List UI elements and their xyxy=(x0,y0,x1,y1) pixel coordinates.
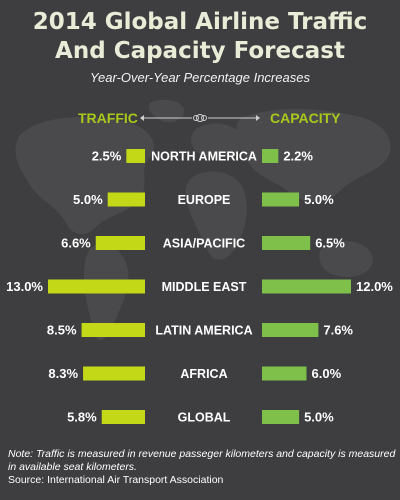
footnote-source: Source: International Air Transport Asso… xyxy=(8,474,224,486)
footnote: Note: Traffic is measured in revenue pas… xyxy=(8,448,396,487)
capacity-value-label-europe: 5.0% xyxy=(304,192,334,207)
region-label-asia-pacific: ASIA/PACIFIC xyxy=(163,237,245,251)
traffic-value-label-latin-america: 8.5% xyxy=(47,323,77,338)
capacity-column-header: CAPACITY xyxy=(270,110,341,126)
traffic-value-label-asia-pacific: 6.6% xyxy=(61,236,91,251)
traffic-column-header: TRAFFIC xyxy=(78,110,138,126)
capacity-bar-global xyxy=(262,410,300,424)
capacity-value-label-latin-america: 7.6% xyxy=(323,323,353,338)
region-label-africa: AFRICA xyxy=(180,367,227,381)
ornamental-divider xyxy=(140,114,260,122)
region-label-latin-america: LATIN AMERICA xyxy=(155,324,252,338)
traffic-bar-africa xyxy=(83,366,145,381)
traffic-bar-north-america xyxy=(126,149,145,163)
traffic-value-label-africa: 8.3% xyxy=(48,366,78,381)
chart-title-line-2: And Capacity Forecast xyxy=(55,38,345,64)
capacity-value-label-asia-pacific: 6.5% xyxy=(315,236,345,251)
world-map-background xyxy=(15,99,391,341)
traffic-capacity-bar-chart: 2.5% NORTH AMERICA 2.2% 5.0% EUROPE 5.0% 6.6% A… xyxy=(6,149,393,425)
capacity-bar-asia-pacific xyxy=(262,236,311,250)
chart-title-line-1: 2014 Global Airline Traffic xyxy=(32,9,368,35)
traffic-value-label-middle-east: 13.0% xyxy=(6,279,43,294)
capacity-value-label-global: 5.0% xyxy=(304,410,334,425)
traffic-bar-latin-america xyxy=(81,323,145,337)
traffic-bar-asia-pacific xyxy=(95,236,145,250)
region-label-north-america: NORTH AMERICA xyxy=(151,150,257,164)
traffic-bar-middle-east xyxy=(48,279,145,294)
capacity-value-label-africa: 6.0% xyxy=(312,366,342,381)
capacity-value-label-north-america: 2.2% xyxy=(283,149,313,164)
capacity-value-label-middle-east: 12.0% xyxy=(356,279,393,294)
capacity-bar-north-america xyxy=(262,149,279,163)
capacity-bar-europe xyxy=(262,192,300,207)
traffic-value-label-europe: 5.0% xyxy=(73,192,103,207)
traffic-value-label-global: 5.8% xyxy=(67,410,97,425)
traffic-bar-global xyxy=(101,410,145,424)
traffic-bar-europe xyxy=(107,192,145,207)
capacity-bar-middle-east xyxy=(262,279,351,294)
region-label-europe: EUROPE xyxy=(178,193,231,207)
capacity-bar-africa xyxy=(262,366,307,381)
region-label-global: GLOBAL xyxy=(178,411,231,425)
traffic-value-label-north-america: 2.5% xyxy=(92,149,122,164)
chart-subtitle: Year-Over-Year Percentage Increases xyxy=(90,70,310,85)
capacity-bar-latin-america xyxy=(262,323,319,337)
footnote-note: Note: Traffic is measured in revenue pas… xyxy=(8,448,396,473)
region-label-middle-east: MIDDLE EAST xyxy=(162,280,247,294)
